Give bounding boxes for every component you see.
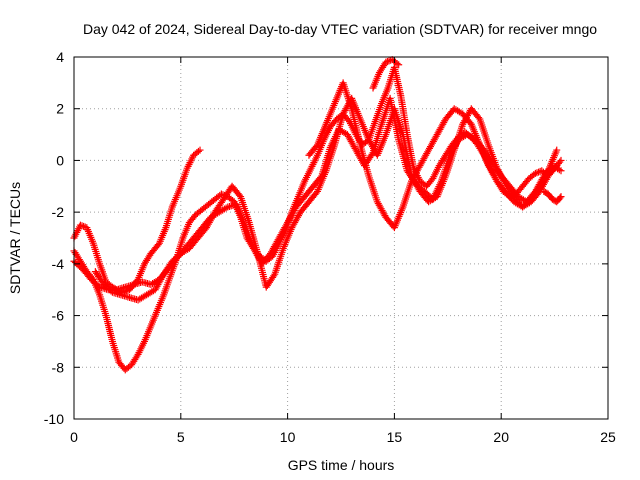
data-point-marker (393, 59, 401, 67)
data-point-marker (395, 61, 403, 69)
y-tick-label: -4 (52, 256, 65, 272)
plot-frame (73, 56, 609, 420)
x-tick-label: 25 (600, 429, 616, 445)
data-point-marker (80, 222, 88, 230)
x-tick-label: 0 (70, 429, 78, 445)
y-tick-label: 4 (56, 49, 64, 65)
data-point-marker (222, 204, 230, 212)
data-point-marker (387, 56, 395, 64)
data-point-marker (382, 58, 390, 66)
y-tick-label: -6 (52, 308, 65, 324)
data-point-marker (557, 156, 565, 164)
data-point-marker (194, 147, 202, 155)
x-tick-label: 5 (177, 429, 185, 445)
y-axis-label: SDTVAR / TECUs (7, 182, 23, 294)
data-point-marker (557, 167, 565, 175)
y-tick-label: 2 (56, 101, 64, 117)
grid-lines (74, 57, 608, 419)
data-point-marker (78, 222, 86, 230)
chart-title: Day 042 of 2024, Sidereal Day-to-day VTE… (83, 21, 597, 37)
series-2 (70, 63, 565, 374)
axis-ticks: 0 5 10 15 20 25 -10 -8 -6 -4 -2 0 2 4 (44, 49, 616, 445)
y-tick-label: -8 (52, 359, 65, 375)
data-point-marker (531, 169, 539, 177)
data-point-marker (196, 146, 204, 154)
x-axis-label: GPS time / hours (288, 457, 395, 473)
data-point-marker (557, 193, 565, 201)
y-tick-label: -10 (44, 411, 64, 427)
y-tick-label: 0 (56, 152, 64, 168)
data-point-marker (76, 221, 84, 229)
x-tick-label: 20 (493, 429, 509, 445)
data-point-marker (553, 162, 561, 170)
data-point-marker (543, 168, 551, 176)
series-7 (540, 187, 565, 206)
data-point-marker (555, 166, 563, 174)
x-tick-label: 15 (387, 429, 403, 445)
y-tick-label: -2 (52, 204, 65, 220)
series-6 (369, 56, 403, 92)
data-point-marker (556, 194, 564, 202)
data-point-marker (270, 272, 278, 280)
data-point-marker (133, 352, 141, 360)
data-point-marker (553, 146, 561, 154)
data-point-marker (383, 58, 391, 66)
data-point-marker (533, 169, 541, 177)
data-point-marker (556, 158, 564, 166)
series-5 (305, 79, 561, 232)
x-tick-label: 10 (280, 429, 296, 445)
data-point-marker (536, 167, 544, 175)
data-points (70, 56, 565, 374)
